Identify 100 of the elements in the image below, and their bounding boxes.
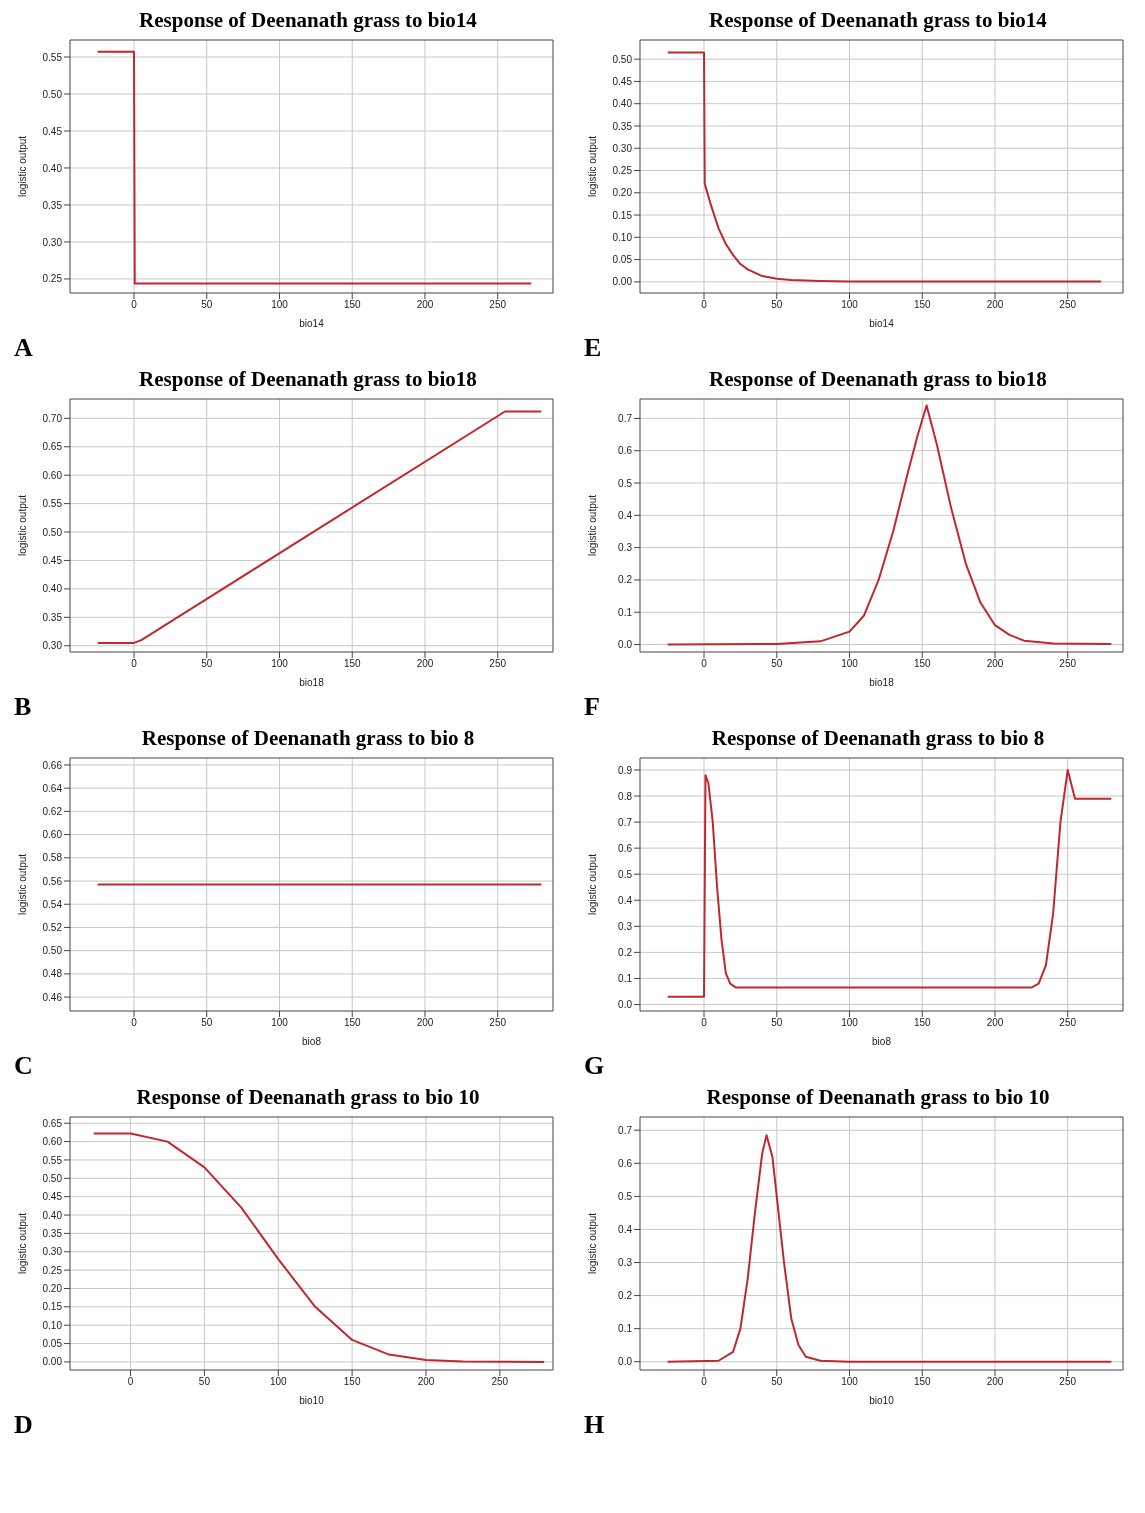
y-tick-label: 0.60 [42, 829, 63, 841]
y-tick-label: 0.5 [618, 1190, 633, 1202]
chart-title: Response of Deenanath grass to bio14 [708, 8, 1048, 33]
y-tick-label: 0.50 [612, 53, 633, 65]
y-tick-label: 0.25 [42, 273, 63, 285]
y-axis-title: logistic output [586, 1212, 598, 1275]
x-axis-title: bio10 [869, 1395, 895, 1406]
x-tick-label: 250 [489, 658, 507, 670]
y-tick-label: 0.2 [618, 574, 633, 586]
text: H [584, 1410, 606, 1440]
x-tick-label: 200 [986, 1376, 1004, 1388]
y-axis-title: logistic output [16, 494, 28, 557]
y-tick-label: 0.30 [612, 142, 633, 154]
chart-title: Response of Deenanath grass to bio 8 [140, 726, 476, 751]
x-axis-title: bio18 [299, 677, 325, 688]
text: F [584, 692, 601, 722]
chart-title: Response of Deenanath grass to bio14 [138, 8, 478, 33]
y-tick-label: 0.3 [618, 920, 633, 932]
y-tick-label: 0.30 [42, 236, 63, 248]
x-tick-label: 50 [198, 1376, 211, 1388]
chart-title: Response of Deenanath grass to bio 8 [710, 726, 1046, 751]
y-tick-label: 0.30 [42, 1246, 63, 1258]
text: A [14, 333, 34, 363]
y-tick-label: 0.7 [618, 412, 633, 424]
x-tick-label: 200 [986, 658, 1004, 670]
y-tick-label: 0.40 [42, 1209, 63, 1221]
y-tick-label: 0.0 [618, 639, 633, 651]
y-tick-label: 0.45 [42, 125, 63, 137]
y-tick-label: 0.7 [618, 816, 633, 828]
y-tick-label: 0.15 [612, 209, 633, 221]
line-series [666, 1134, 1113, 1363]
chart-title: Response of Deenanath grass to bio18 [708, 367, 1048, 392]
x-tick-label: 200 [416, 1017, 434, 1029]
x-tick-label: 250 [489, 299, 507, 311]
x-tick-label: 50 [201, 1017, 213, 1029]
y-tick-label: 0.52 [42, 921, 63, 933]
y-tick-label: 0.58 [42, 852, 63, 864]
y-tick-label: 0.0 [618, 999, 633, 1011]
x-tick-label: 150 [343, 658, 362, 670]
y-tick-label: 0.25 [42, 1264, 63, 1276]
y-tick-label: 0.05 [42, 1338, 63, 1350]
y-tick-label: 0.45 [42, 1191, 63, 1203]
x-tick-label: 250 [1059, 1017, 1077, 1029]
y-tick-label: 0.60 [42, 469, 63, 481]
x-tick-label: 100 [841, 1376, 859, 1388]
y-tick-label: 0.1 [618, 1323, 633, 1335]
text: B [14, 692, 33, 722]
y-tick-label: 0.6 [618, 1157, 633, 1169]
x-tick-label: 250 [1059, 658, 1077, 670]
y-tick-label: 0.50 [42, 526, 63, 538]
x-tick-label: 150 [913, 1017, 932, 1029]
x-tick-label: 250 [1059, 299, 1077, 311]
x-tick-label: 150 [913, 658, 932, 670]
y-axis-title: logistic output [16, 853, 28, 916]
x-axis-title: bio8 [872, 1036, 892, 1047]
text: E [584, 333, 603, 363]
x-axis-title: bio18 [869, 677, 895, 688]
y-axis-title: logistic output [586, 135, 598, 198]
y-tick-label: 0.45 [42, 555, 63, 567]
x-tick-label: 250 [491, 1376, 509, 1388]
x-tick-label: 100 [271, 1017, 289, 1029]
y-tick-label: 0.8 [618, 790, 633, 802]
y-tick-label: 0.05 [612, 254, 633, 266]
y-tick-label: 0.1 [618, 606, 633, 618]
y-axis-title: logistic output [16, 1212, 28, 1275]
x-tick-label: 50 [201, 658, 213, 670]
x-tick-label: 100 [269, 1376, 288, 1388]
y-tick-label: 0.15 [42, 1301, 63, 1313]
line-series [666, 404, 1113, 646]
y-tick-label: 0.55 [42, 51, 63, 63]
x-tick-label: 100 [841, 658, 859, 670]
chart-title: Response of Deenanath grass to bio 10 [705, 1085, 1051, 1110]
x-tick-label: 100 [271, 299, 289, 311]
y-tick-label: 0.65 [42, 1117, 63, 1129]
y-axis-title: logistic output [16, 135, 28, 198]
y-tick-label: 0.35 [42, 199, 63, 211]
y-tick-label: 0.7 [618, 1124, 633, 1136]
y-tick-label: 0.20 [42, 1283, 63, 1295]
x-tick-label: 100 [271, 658, 289, 670]
y-tick-label: 0.40 [612, 98, 633, 110]
line-series [666, 768, 1113, 998]
y-tick-label: 0.1 [618, 972, 633, 984]
x-tick-label: 250 [1059, 1376, 1077, 1388]
y-tick-label: 0.55 [42, 1154, 63, 1166]
line-series [666, 51, 1103, 283]
y-tick-label: 0.60 [42, 1136, 63, 1148]
x-tick-label: 200 [986, 1017, 1004, 1029]
x-tick-label: 0 [131, 1017, 138, 1029]
text: G [584, 1051, 606, 1081]
y-tick-label: 0.40 [42, 162, 63, 174]
x-tick-label: 0 [131, 299, 138, 311]
y-tick-label: 0.5 [618, 868, 633, 880]
y-tick-label: 0.56 [42, 875, 63, 887]
x-tick-label: 150 [343, 1017, 362, 1029]
x-tick-label: 200 [986, 299, 1004, 311]
text: D [14, 1410, 34, 1440]
y-tick-label: 0.5 [618, 477, 633, 489]
x-tick-label: 100 [841, 1017, 859, 1029]
y-tick-label: 0.46 [42, 991, 63, 1003]
y-tick-label: 0.10 [42, 1319, 63, 1331]
